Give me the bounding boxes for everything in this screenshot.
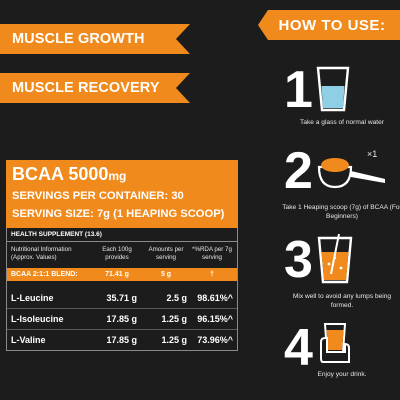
header-rda: *%RDA per 7g serving (192, 246, 232, 261)
table-row: L-Leucine 35.71 g 2.5 g 98.61%^ (7, 287, 237, 308)
step-4: 4 Enjoy your drink. (270, 318, 400, 398)
how-to-use-banner: HOW TO USE: (258, 10, 400, 40)
serving-size: SERVING SIZE: 7g (1 HEAPING SCOOP) (12, 208, 225, 220)
servings-per-container: SERVINGS PER CONTAINER: 30 (12, 190, 184, 202)
step-number: 1 (284, 61, 313, 119)
step-3: 3 Mix well to avoid any lumps being form… (270, 232, 400, 312)
step-number: 4 (284, 319, 313, 377)
header-nutrition: Nutritional Information (Approx. Values) (11, 246, 72, 261)
step-2: 2 ×1 Take 1 Heaping scoop (7g) of BCAA (… (270, 145, 400, 225)
muscle-recovery-label: MUSCLE RECOVERY (12, 80, 160, 96)
product-title-unit: mg (108, 169, 127, 183)
facts-table: HEALTH SUPPLEMENT (13.6) Nutritional Inf… (6, 228, 238, 351)
mixing-glass-icon (315, 233, 355, 289)
water-glass-icon (315, 66, 351, 117)
row-per100: 17.85 g (106, 314, 137, 324)
row-per-serving: 1.25 g (161, 314, 187, 324)
header-per100: Each 100g provides (102, 246, 132, 261)
health-supplement-label: HEALTH SUPPLEMENT (13.6) (7, 228, 237, 242)
step-number: 2 (284, 142, 313, 200)
how-to-use-title: HOW TO USE: (278, 16, 386, 34)
row-per-serving: 2.5 g (166, 292, 187, 303)
facts-header: BCAA 5000mg SERVINGS PER CONTAINER: 30 S… (6, 160, 238, 228)
step-caption: Take 1 Heaping scoop (7g) of BCAA (For B… (282, 204, 400, 220)
table-row: L-Isoleucine 17.85 g 1.25 g 96.15%^ (7, 308, 237, 329)
step-caption: Mix well to avoid any lumps being formed… (292, 293, 392, 309)
muscle-recovery-banner: MUSCLE RECOVERY (0, 73, 190, 103)
step-1: 1 Take a glass of normal water (270, 62, 400, 142)
muscle-growth-label: MUSCLE GROWTH (12, 31, 145, 47)
row-name: L-Valine (11, 335, 46, 345)
table-header: Nutritional Information (Approx. Values)… (7, 242, 237, 265)
blend-rda: † (210, 271, 214, 278)
supplement-facts-panel: BCAA 5000mg SERVINGS PER CONTAINER: 30 S… (6, 160, 238, 392)
blend-per-serving: 5 g (160, 271, 172, 278)
header-per-serving: Amounts per serving (148, 246, 184, 261)
product-title-main: BCAA 5000 (12, 164, 109, 184)
row-per-serving: 1.25 g (161, 335, 187, 345)
blend-row: BCAA 2:1:1 BLEND: 71.41 g 5 g † (7, 268, 237, 281)
product-title: BCAA 5000mg (12, 164, 232, 187)
step-number: 3 (284, 231, 313, 289)
row-rda: 73.96%^ (197, 335, 233, 345)
step-caption: Enjoy your drink. (317, 371, 367, 378)
row-rda: 96.15%^ (197, 314, 233, 324)
muscle-growth-banner: MUSCLE GROWTH (0, 24, 190, 54)
step-caption: Take a glass of normal water (300, 119, 384, 126)
blend-per100: 71.41 g (105, 271, 129, 278)
row-per100: 35.71 g (106, 292, 137, 303)
blend-label: BCAA 2:1:1 BLEND: (11, 271, 78, 278)
row-rda: 98.61%^ (197, 292, 233, 303)
scoop-icon (315, 153, 395, 194)
row-name: L-Isoleucine (11, 314, 64, 324)
scoop-count-badge: ×1 (367, 149, 378, 159)
row-name: L-Leucine (11, 292, 54, 303)
row-per100: 17.85 g (106, 335, 137, 345)
table-row: L-Valine 17.85 g 1.25 g 73.96%^ (7, 329, 237, 350)
hand-drink-icon (315, 322, 355, 371)
